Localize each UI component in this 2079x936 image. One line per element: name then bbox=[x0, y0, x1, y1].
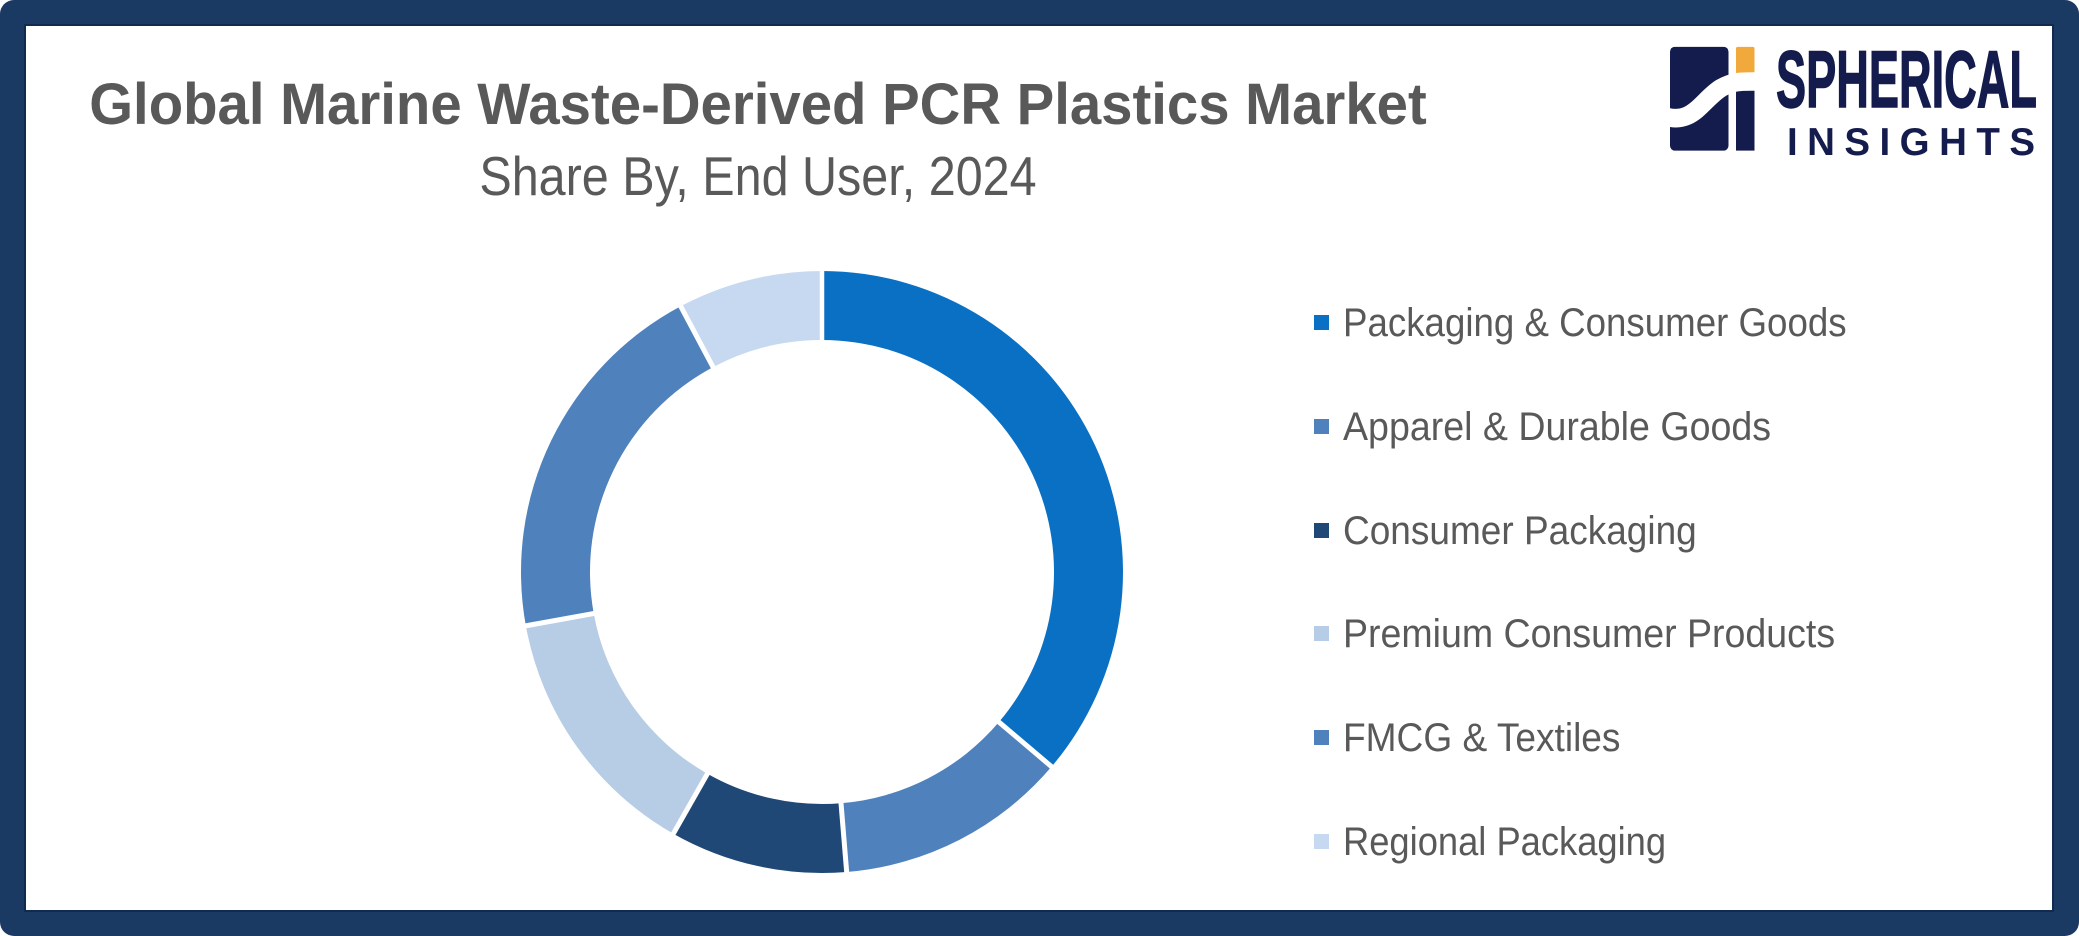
svg-text:SPHERICAL: SPHERICAL bbox=[1776, 35, 2037, 125]
svg-text:INSIGHTS: INSIGHTS bbox=[1787, 121, 2035, 164]
